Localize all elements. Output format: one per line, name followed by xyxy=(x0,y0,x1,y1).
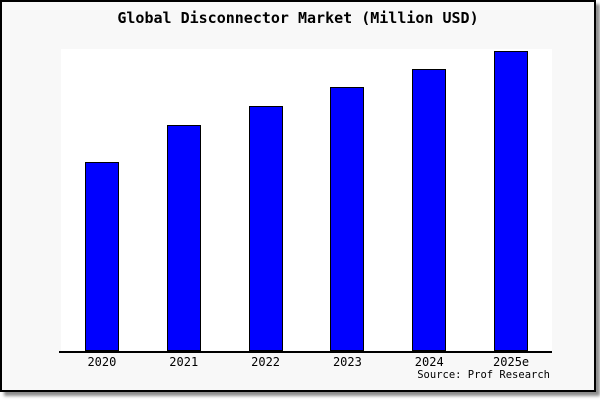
x-tick-2023: 2023 xyxy=(332,355,362,369)
source-note: Source: Prof Research xyxy=(417,369,550,381)
plot-area xyxy=(61,49,552,351)
bar-2021 xyxy=(166,125,201,351)
chart-frame: Global Disconnector Market (Million USD)… xyxy=(0,0,596,392)
x-tick-2021: 2021 xyxy=(169,355,199,369)
bar-2023 xyxy=(330,87,365,351)
x-tick-2022: 2022 xyxy=(251,355,281,369)
bar-2024 xyxy=(412,68,447,351)
bar-2020 xyxy=(84,161,119,351)
x-tick-2025e: 2025e xyxy=(493,355,530,369)
bar-2025e xyxy=(494,50,529,351)
x-tick-2024: 2024 xyxy=(414,355,444,369)
bar-2022 xyxy=(248,106,283,351)
chart-title: Global Disconnector Market (Million USD) xyxy=(117,9,479,27)
x-axis-line xyxy=(59,351,552,353)
x-tick-2020: 2020 xyxy=(87,355,117,369)
